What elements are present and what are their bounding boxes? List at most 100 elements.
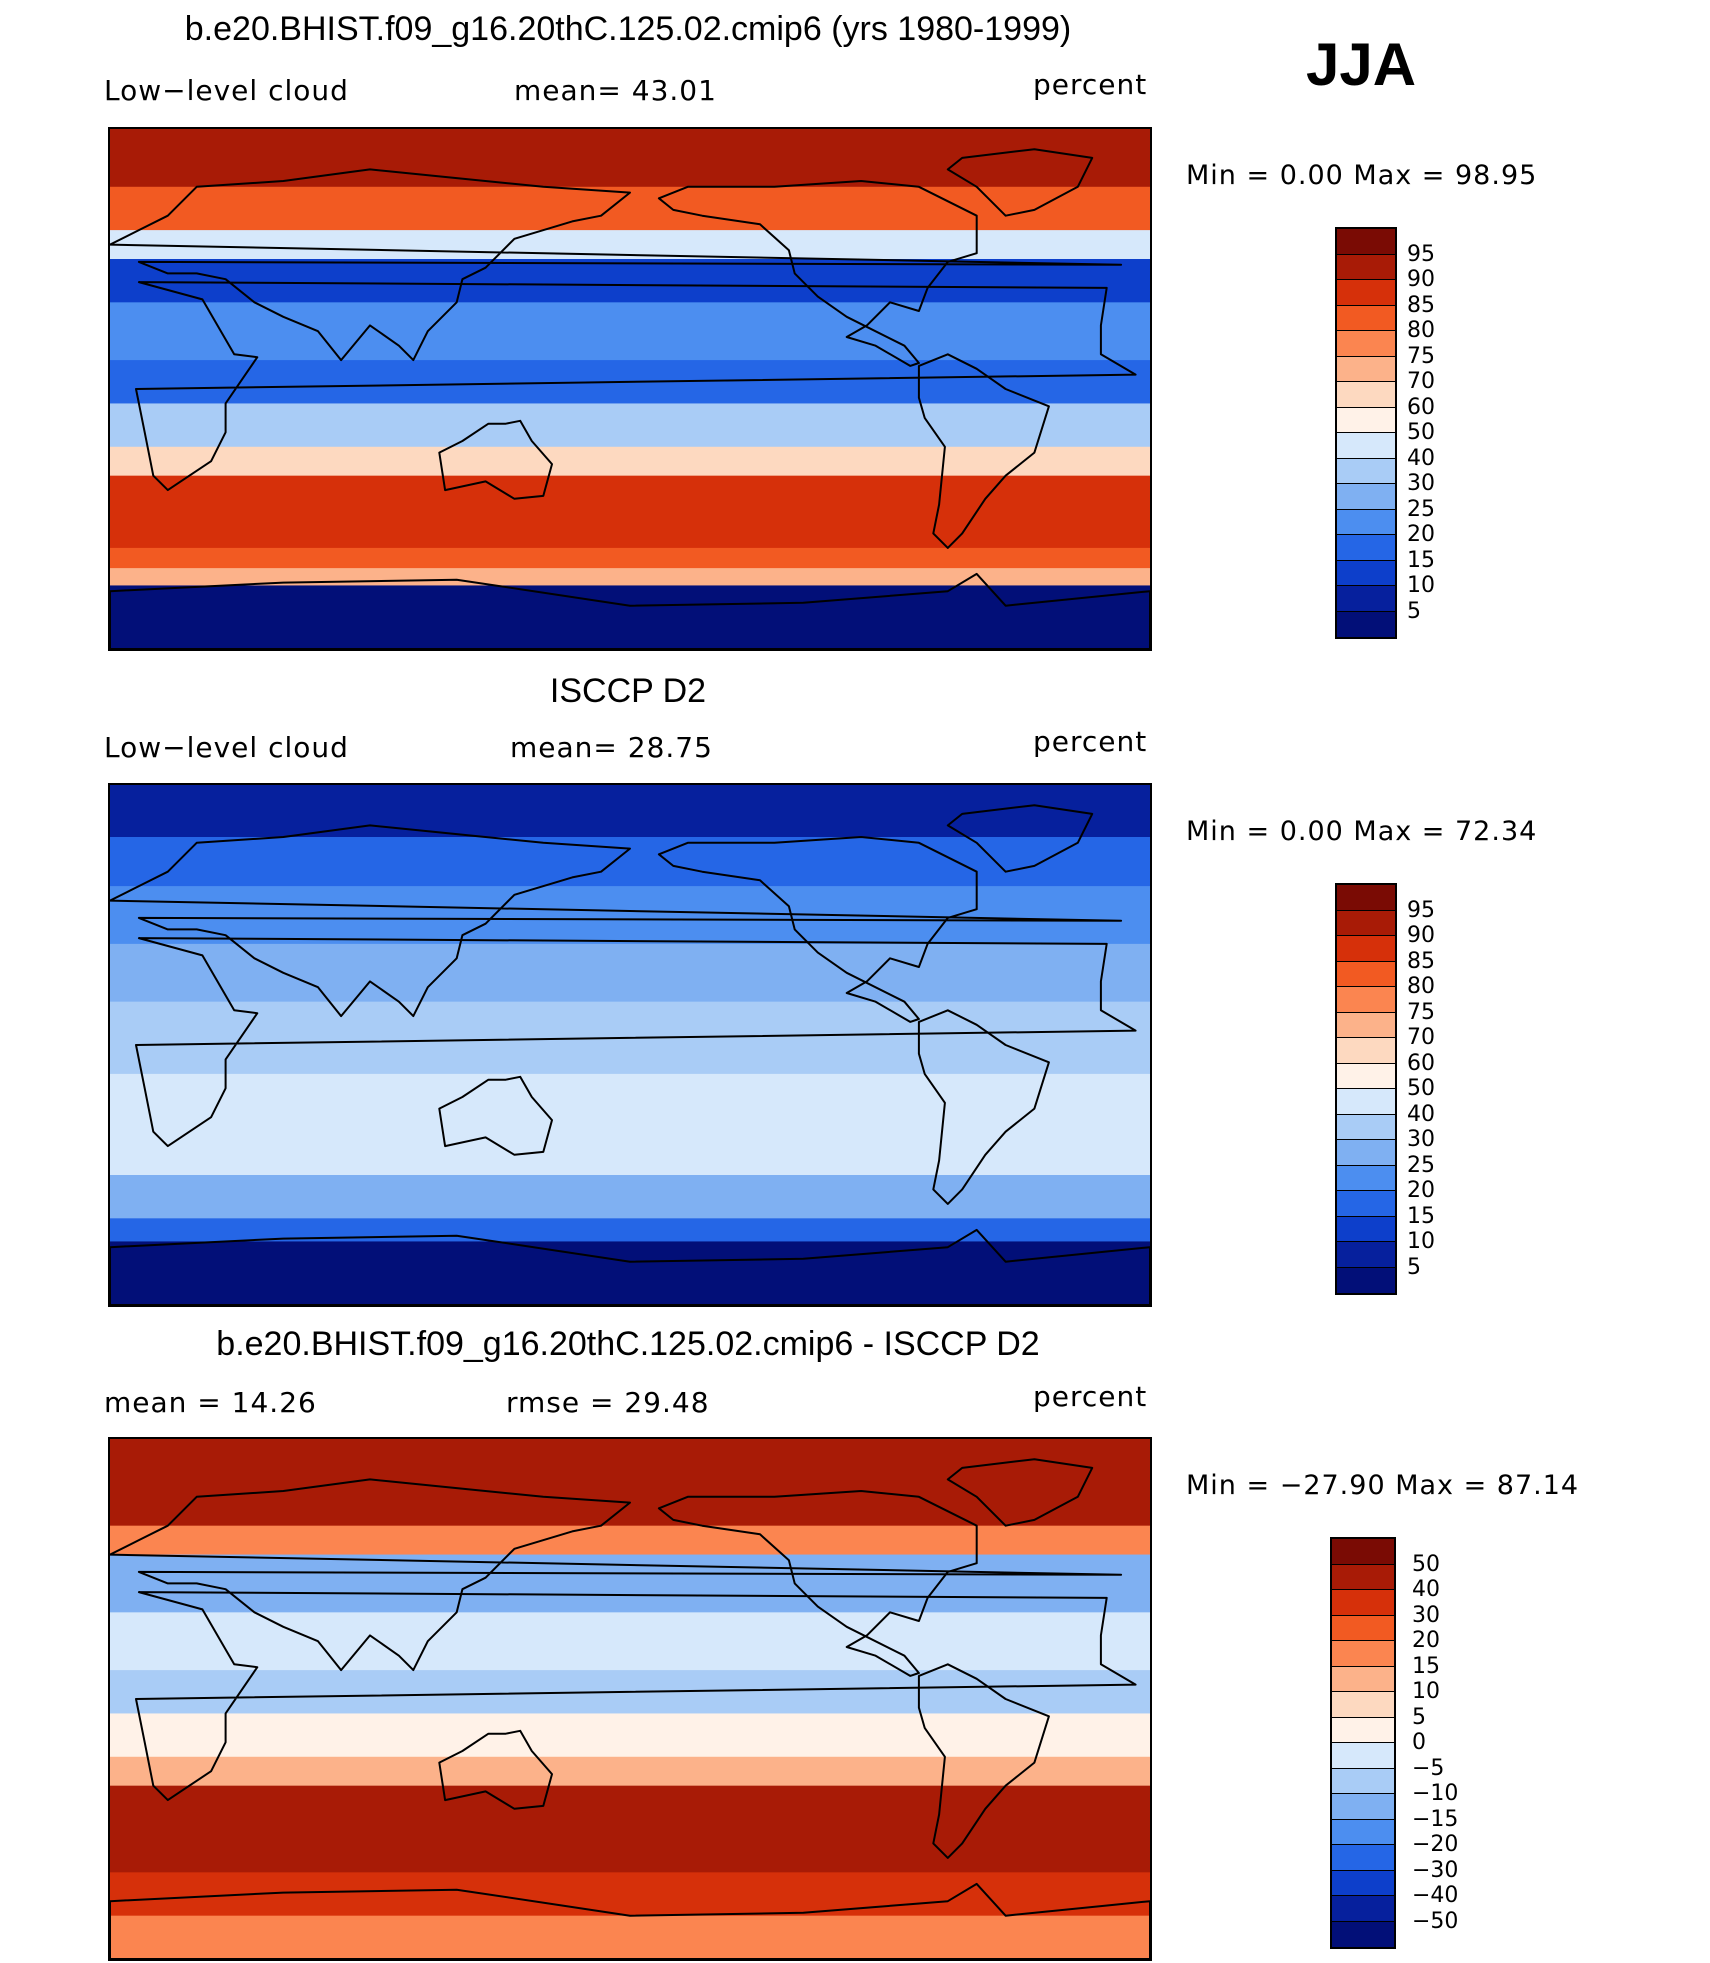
colorbar-segment	[1332, 1590, 1394, 1616]
min-max-label: Min = −27.90 Max = 87.14	[1186, 1470, 1580, 1501]
coastline-antarctica	[110, 572, 1150, 649]
colorbar-segment	[1337, 961, 1395, 987]
colorbar-segment	[1332, 1896, 1394, 1922]
colorbar	[1330, 1537, 1396, 1949]
colorbar-segment	[1337, 458, 1395, 484]
map-difference	[108, 1437, 1152, 1961]
field-band	[110, 302, 1150, 361]
field-band	[110, 547, 1150, 569]
rmse-label: rmse = 29.48	[506, 1386, 710, 1419]
field-band	[110, 886, 1150, 945]
field-band	[110, 1175, 1150, 1219]
field-band	[110, 1872, 1150, 1917]
colorbar-tick-label: 20	[1407, 522, 1435, 547]
coastline-namerica	[657, 180, 978, 367]
colorbar-segment	[1337, 280, 1395, 306]
colorbar-segment	[1332, 1768, 1394, 1794]
min-max-label: Min = 0.00 Max = 98.95	[1186, 160, 1538, 191]
colorbar-segment	[1337, 936, 1395, 962]
colorbar-segment	[1337, 229, 1395, 255]
colorbar-tick-label: −5	[1412, 1755, 1445, 1781]
coastline-antarctica	[110, 1882, 1150, 1959]
colorbar-segment	[1337, 885, 1395, 911]
coastline-greenland	[946, 1458, 1094, 1527]
field-band	[110, 1525, 1150, 1556]
colorbar-segment	[1332, 1692, 1394, 1718]
colorbar-segment	[1337, 1140, 1395, 1166]
panel-title: b.e20.BHIST.f09_g16.20thC.125.02.cmip6 (…	[184, 10, 1072, 48]
colorbar-tick-label: 95	[1407, 241, 1435, 267]
colorbar-segment	[1337, 331, 1395, 357]
colorbar-tick-label: 25	[1407, 1152, 1435, 1178]
coastline-samerica	[917, 1663, 1050, 1859]
colorbar-segment	[1337, 560, 1395, 586]
colorbar-tick-label: 90	[1407, 923, 1435, 948]
coastline-australia	[438, 419, 553, 500]
colorbar-segment	[1332, 1564, 1394, 1590]
colorbar-tick-label: 10	[1412, 1679, 1440, 1704]
colorbar-segment	[1337, 1267, 1395, 1293]
colorbar-segment	[1337, 356, 1395, 382]
units-label: percent	[1033, 725, 1148, 758]
panel-title: b.e20.BHIST.f09_g16.20thC.125.02.cmip6 -…	[216, 1325, 1040, 1363]
colorbar	[1335, 227, 1397, 639]
colorbar-segment	[1337, 1063, 1395, 1089]
variable-label: Low−level cloud	[104, 74, 349, 107]
colorbar-tick-label: 20	[1407, 1178, 1435, 1203]
colorbar-tick-label: 80	[1407, 974, 1435, 999]
field-band	[110, 129, 1150, 188]
colorbar-tick-label: 15	[1412, 1653, 1440, 1679]
field-band	[110, 1117, 1150, 1176]
colorbar-segment	[1337, 1089, 1395, 1115]
field-band	[110, 1785, 1150, 1873]
colorbar-segment	[1337, 1165, 1395, 1191]
field-band	[110, 837, 1150, 887]
colorbar-tick-label: 50	[1412, 1551, 1440, 1577]
colorbar-tick-label: 70	[1407, 369, 1435, 394]
field-band	[110, 1218, 1150, 1242]
season-label: JJA	[1306, 31, 1417, 98]
colorbar-tick-label: 10	[1407, 573, 1435, 598]
field-band	[110, 943, 1150, 1003]
colorbar-tick-label: 80	[1407, 318, 1435, 343]
colorbar-tick-label: 30	[1407, 471, 1435, 496]
colorbar-segment	[1337, 1242, 1395, 1268]
colorbar-segment	[1337, 433, 1395, 459]
field-band	[110, 475, 1150, 549]
colorbar-tick-label: 85	[1407, 292, 1435, 318]
colorbar-segment	[1337, 305, 1395, 331]
field-band	[110, 1915, 1150, 1959]
colorbar-segment	[1337, 1191, 1395, 1217]
colorbar-segment	[1337, 611, 1395, 637]
field-band	[110, 446, 1150, 477]
colorbar-tick-label: 60	[1407, 394, 1435, 420]
colorbar-segment	[1337, 1038, 1395, 1064]
colorbar-tick-label: 70	[1407, 1025, 1435, 1050]
coastline-namerica	[657, 836, 978, 1023]
coastline-antarctica	[110, 1228, 1150, 1305]
colorbar-tick-label: 5	[1407, 1254, 1421, 1280]
colorbar-tick-label: −15	[1412, 1806, 1459, 1832]
colorbar-segment	[1337, 1012, 1395, 1038]
colorbar-tick-label: 5	[1407, 598, 1421, 624]
colorbar-segment	[1332, 1717, 1394, 1743]
colorbar-tick-label: −30	[1412, 1857, 1459, 1883]
colorbar-segment	[1332, 1870, 1394, 1896]
coastline-samerica	[917, 353, 1050, 549]
colorbar-tick-label: 15	[1407, 1203, 1435, 1229]
colorbar-tick-label: 90	[1407, 267, 1435, 292]
mean-label: mean= 28.75	[510, 731, 713, 764]
colorbar-segment	[1332, 1845, 1394, 1871]
field-band	[110, 1439, 1150, 1527]
colorbar-segment	[1337, 535, 1395, 561]
colorbar-segment	[1337, 910, 1395, 936]
coastline-greenland	[946, 148, 1094, 217]
colorbar-tick-label: 10	[1407, 1229, 1435, 1254]
colorbar-segment	[1337, 1114, 1395, 1140]
colorbar-tick-label: −50	[1412, 1908, 1459, 1934]
colorbar-tick-label: −10	[1412, 1781, 1459, 1806]
coastline-eurasia	[110, 1478, 1123, 1672]
field-band	[110, 1756, 1150, 1787]
min-max-label: Min = 0.00 Max = 72.34	[1186, 816, 1538, 847]
field-band	[110, 1241, 1150, 1305]
